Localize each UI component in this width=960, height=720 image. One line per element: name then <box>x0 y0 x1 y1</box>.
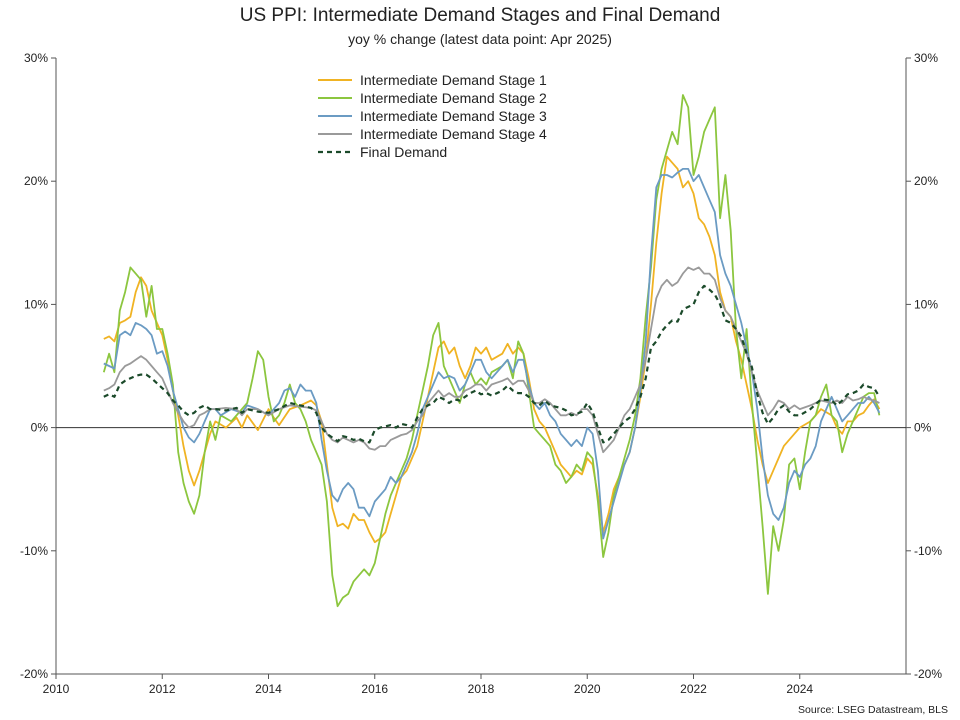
x-tick-label: 2018 <box>468 682 495 696</box>
legend-label-5: Final Demand <box>360 144 447 160</box>
y-tick-label-right: -20% <box>914 667 942 681</box>
legend-label-2: Intermediate Demand Stage 2 <box>360 90 547 106</box>
source-note: Source: LSEG Datastream, BLS <box>798 704 948 716</box>
y-tick-label-right: -10% <box>914 544 942 558</box>
y-tick-label-right: 20% <box>914 174 938 188</box>
legend-label-3: Intermediate Demand Stage 3 <box>360 108 547 124</box>
x-tick-label: 2022 <box>680 682 707 696</box>
x-tick-label: 2020 <box>574 682 601 696</box>
y-tick-label-left: 0% <box>31 421 49 435</box>
chart-title: US PPI: Intermediate Demand Stages and F… <box>239 5 721 26</box>
y-tick-label-left: -10% <box>20 544 48 558</box>
y-tick-label-right: 30% <box>914 51 938 65</box>
y-tick-label-left: -20% <box>20 667 48 681</box>
x-tick-label: 2016 <box>361 682 388 696</box>
series-line-3 <box>103 168 881 540</box>
y-tick-label-right: 10% <box>914 297 938 311</box>
legend-label-4: Intermediate Demand Stage 4 <box>360 126 547 142</box>
chart-subtitle: yoy % change (latest data point: Apr 202… <box>348 31 612 47</box>
series-line-1 <box>103 155 881 544</box>
legend-label-1: Intermediate Demand Stage 1 <box>360 72 547 88</box>
y-tick-label-left: 20% <box>24 174 48 188</box>
y-tick-label-right: 0% <box>914 421 932 435</box>
y-tick-label-left: 10% <box>24 297 48 311</box>
x-tick-label: 2010 <box>43 682 70 696</box>
y-tick-label-left: 30% <box>24 51 48 65</box>
series-line-2 <box>102 94 881 608</box>
x-tick-label: 2012 <box>149 682 176 696</box>
x-tick-label: 2024 <box>786 682 813 696</box>
x-tick-label: 2014 <box>255 682 282 696</box>
